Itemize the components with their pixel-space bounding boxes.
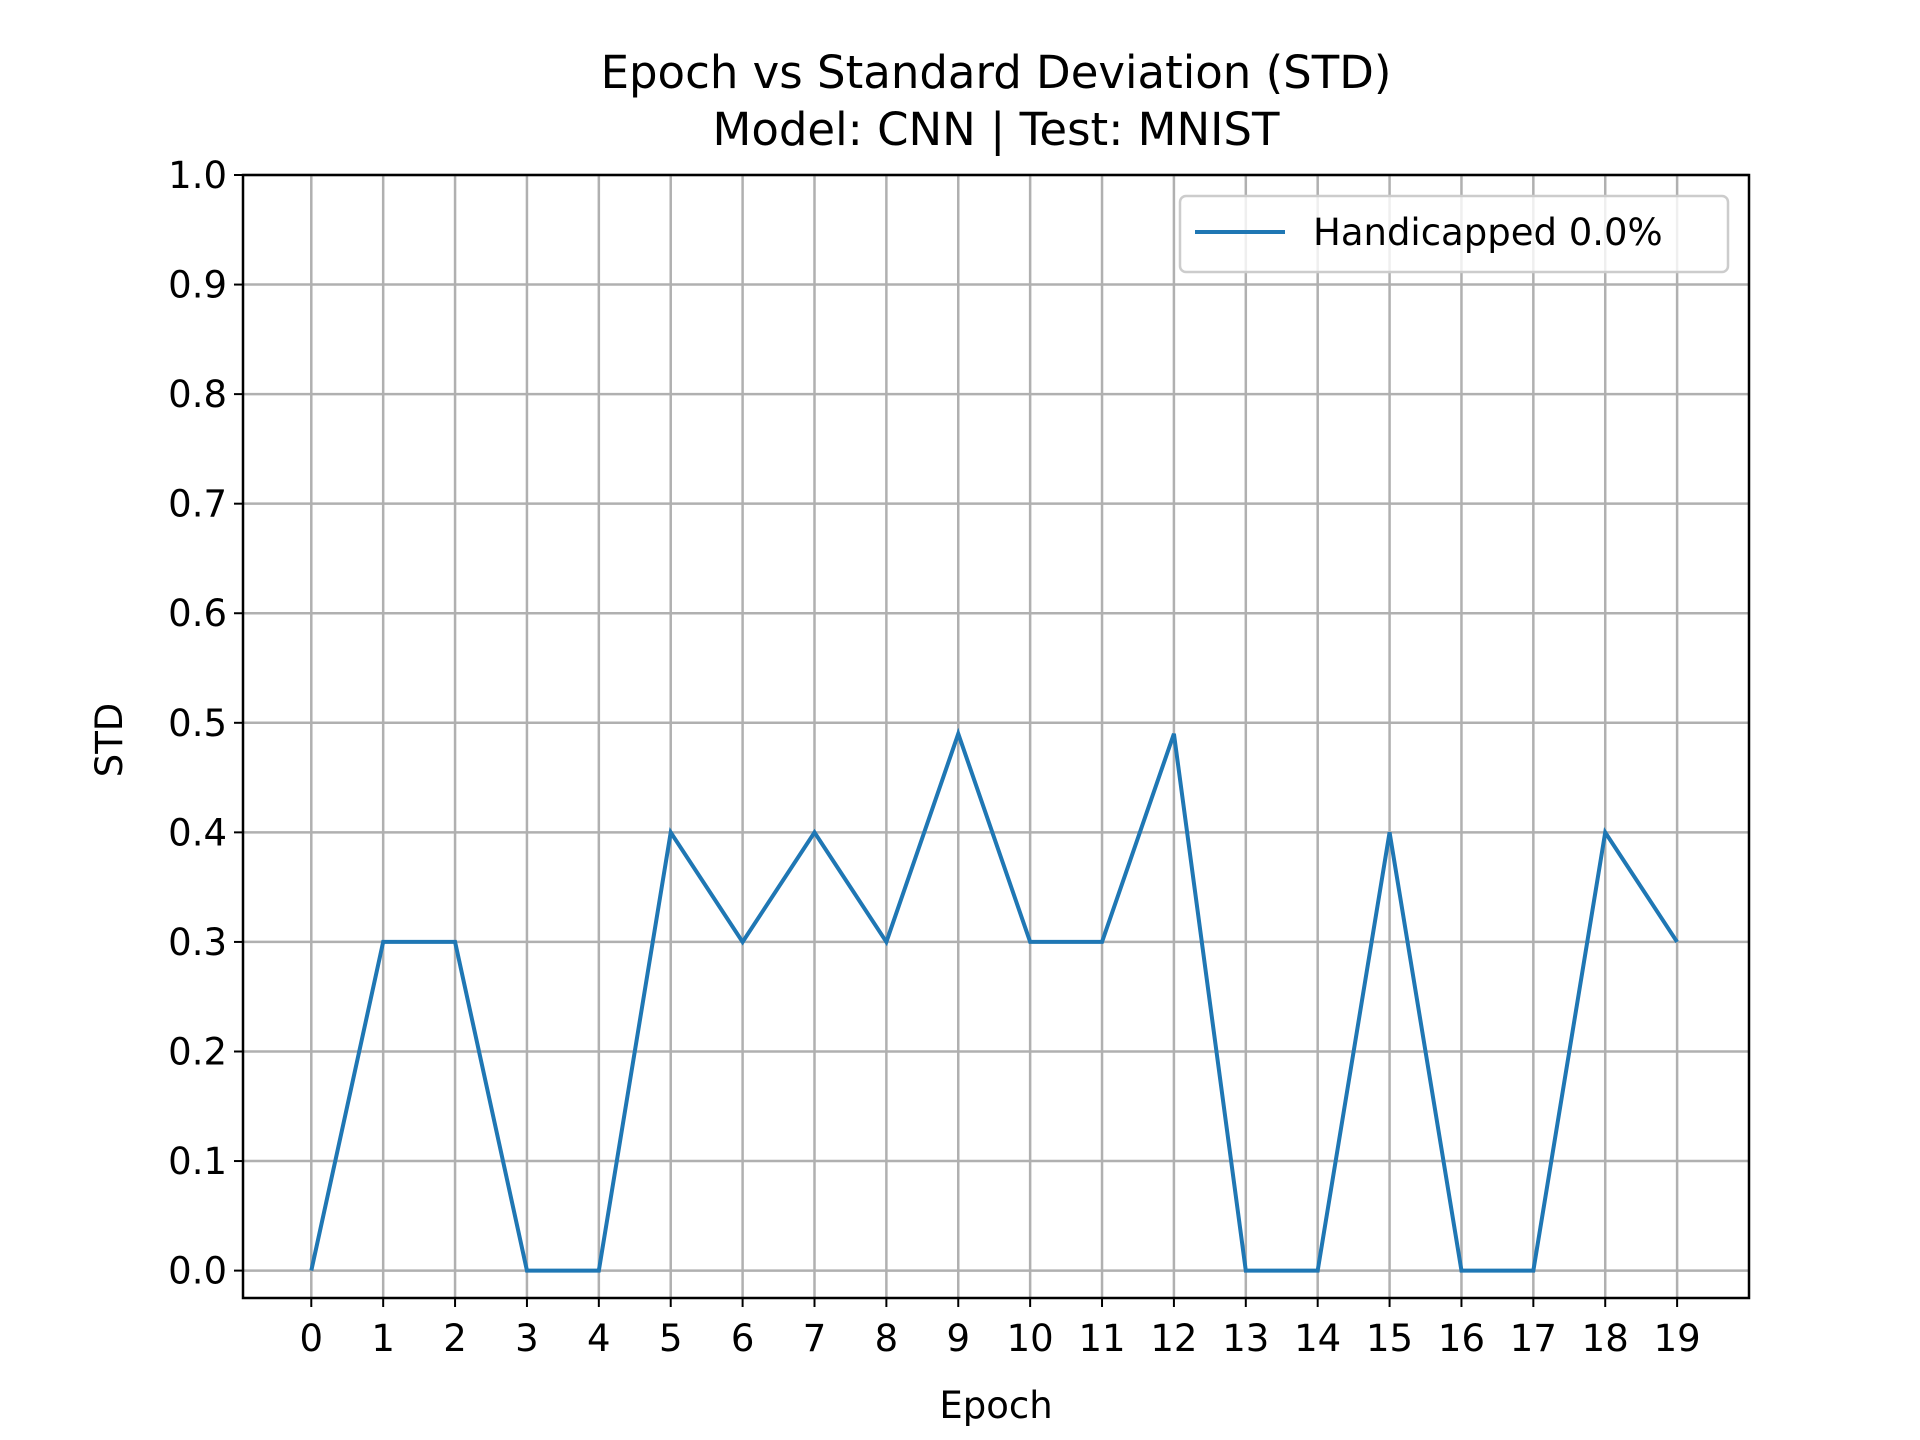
x-tick-label: 16: [1438, 1317, 1485, 1360]
x-tick-label: 6: [731, 1317, 755, 1360]
legend: Handicapped 0.0%: [1178, 194, 1730, 274]
x-tick-label: 7: [803, 1317, 827, 1360]
y-tick-label: 0.6: [168, 592, 227, 635]
y-tick-label: 0.9: [168, 264, 227, 307]
x-tick-label: 12: [1150, 1317, 1197, 1360]
x-tick-label: 10: [1007, 1317, 1054, 1360]
x-tick-label: 2: [443, 1317, 467, 1360]
x-tick-label: 1: [371, 1317, 395, 1360]
chart-subtitle: Model: CNN | Test: MNIST: [713, 103, 1280, 156]
x-tick-label: 17: [1510, 1317, 1557, 1360]
y-tick-label: 0.4: [168, 811, 227, 854]
x-axis-label: Epoch: [939, 1384, 1052, 1427]
series-line-handicapped: [309, 727, 1679, 1273]
y-tick-label: 0.2: [168, 1030, 227, 1073]
x-tick-label: 18: [1582, 1317, 1629, 1360]
legend-label-handicapped: Handicapped 0.0%: [1313, 211, 1663, 254]
y-tick-label: 1.0: [168, 154, 227, 197]
ticks: 0 1 2 3 4 5 6 7 8 9 10 11 12 13 14 15 16 17 18 190.00.10.20…: [168, 154, 1701, 1360]
x-tick-label: 19: [1654, 1317, 1701, 1360]
y-tick-label: 0.5: [168, 702, 227, 745]
x-tick-label: 9: [946, 1317, 970, 1360]
y-tick-label: 0.0: [168, 1250, 227, 1293]
legend-box: [1178, 194, 1730, 274]
y-tick-label: 0.1: [168, 1140, 227, 1183]
x-tick-label: 8: [875, 1317, 899, 1360]
x-tick-label: 14: [1294, 1317, 1341, 1360]
series-layer: [309, 727, 1679, 1273]
x-tick-label: 15: [1366, 1317, 1413, 1360]
y-axis-label: STD: [88, 703, 131, 778]
x-tick-label: 13: [1222, 1317, 1269, 1360]
x-tick-label: 11: [1078, 1317, 1125, 1360]
x-tick-label: 3: [515, 1317, 539, 1360]
chart-title: Epoch vs Standard Deviation (STD): [601, 46, 1392, 99]
axes-frame: [241, 173, 1751, 1300]
x-tick-label: 5: [659, 1317, 683, 1360]
y-tick-label: 0.3: [168, 921, 227, 964]
x-tick-label: 4: [587, 1317, 611, 1360]
y-tick-label: 0.8: [168, 373, 227, 416]
x-tick-label: 0: [300, 1317, 324, 1360]
y-tick-label: 0.7: [168, 483, 227, 526]
